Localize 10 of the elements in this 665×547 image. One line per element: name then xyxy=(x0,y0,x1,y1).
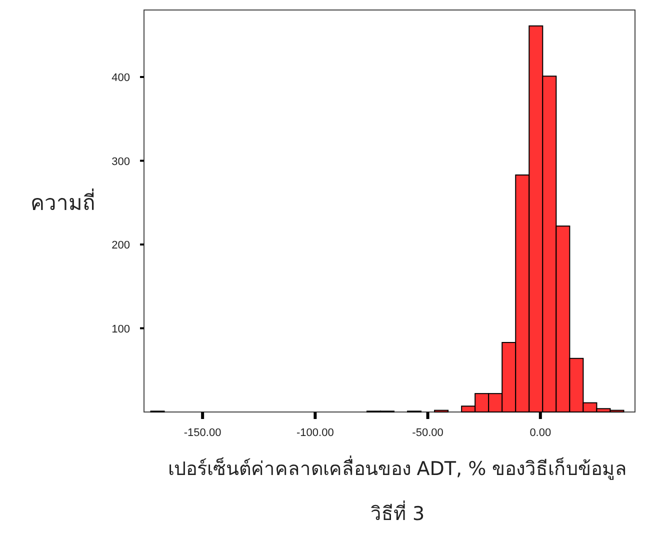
y-axis-title: ความถี่ xyxy=(30,188,96,215)
y-tick-label: 400 xyxy=(112,72,130,84)
x-tick-label: -100.00 xyxy=(296,427,334,439)
text: เปอร์เซ็นต์ค่าคลาดเคลื่อนของ ADT, % ของวิธีเก็บข้อมูล วิธีที่ 3 xyxy=(168,458,628,525)
y-tick-label: 100 xyxy=(112,323,130,336)
x-tick-label: -150.00 xyxy=(184,427,222,439)
x-tick-label: -50.00 xyxy=(412,427,444,439)
y-tick-label: 300 xyxy=(112,156,130,168)
x-tick-label: 0.00 xyxy=(530,427,552,439)
y-tick-label: 200 xyxy=(112,240,130,252)
